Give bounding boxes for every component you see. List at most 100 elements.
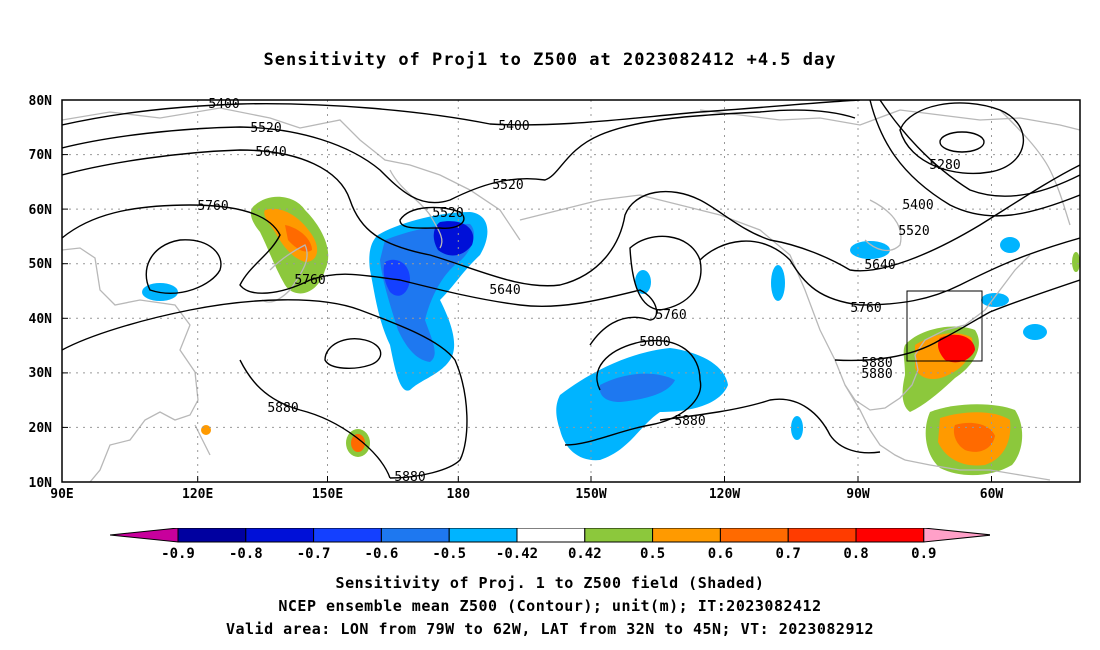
colorbar-swatch <box>719 528 789 543</box>
lon-tick-label: 120W <box>709 487 740 502</box>
colorbar-swatches <box>110 528 990 543</box>
contour-5400 <box>62 100 861 126</box>
negative-anomaly-north-pacific-core <box>433 221 474 256</box>
negative-anomaly-north-pacific-core2 <box>383 259 410 296</box>
caption-valid-area: Valid area: LON from 79W to 62W, LAT fro… <box>225 620 875 638</box>
positive-anomaly-west-pacific-core <box>351 434 365 452</box>
contour-label: 5520 <box>250 121 281 136</box>
contour-5280 <box>899 102 1025 175</box>
contour-5520-loop <box>399 206 465 229</box>
contour-label: 5880 <box>639 335 670 350</box>
coastline-south-america <box>904 459 1051 481</box>
negative-anomaly-east-pacific-core <box>599 373 675 402</box>
colorbar-swatch <box>652 528 721 543</box>
contour-label: 5520 <box>432 206 463 221</box>
contour-label: 5880 <box>267 401 298 416</box>
lat-tick-label: 10N <box>29 476 53 491</box>
lon-tick-label: 60W <box>980 487 1004 502</box>
positive-anomaly-east-edge <box>1072 252 1080 272</box>
contour-label: 5640 <box>864 258 895 273</box>
negative-anomaly-mexico <box>791 416 803 440</box>
coastline-siberia <box>62 107 521 241</box>
contour-5880 <box>62 299 468 479</box>
colorbar-label: 0.6 <box>708 546 733 562</box>
contour-5760-north-america <box>699 237 1080 306</box>
colorbar-label: 0.7 <box>776 546 801 562</box>
contour-5400-north <box>879 100 1080 197</box>
negative-anomaly-labrador <box>1000 237 1020 253</box>
z500-contours <box>62 100 1080 479</box>
colorbar-swatch <box>516 528 586 543</box>
colorbar-swatch <box>584 528 654 543</box>
caption-shading: Sensitivity of Proj. 1 to Z500 field (Sh… <box>335 574 765 592</box>
colorbar-label: -0.6 <box>365 546 399 562</box>
negative-anomaly-nova-scotia <box>981 293 1009 307</box>
colorbar-swatch <box>380 528 450 543</box>
contour-5280-inner <box>939 131 985 153</box>
contour-label: 5880 <box>861 367 892 382</box>
colorbar-swatch <box>177 528 247 543</box>
lon-tick-label: 180 <box>447 487 471 502</box>
plot-title: Sensitivity of Proj1 to Z500 at 20230824… <box>263 50 837 70</box>
coastline-greenland <box>999 109 1071 226</box>
coastline-arctic-canada <box>699 109 1080 131</box>
coastline-hudson-bay <box>864 199 902 252</box>
valid-area-box <box>906 290 983 362</box>
colorbar-over-triangle <box>923 528 990 543</box>
colorbar-label: -0.9 <box>161 546 195 562</box>
contour-5880-east <box>564 339 702 446</box>
lat-tick-label: 60N <box>29 203 53 218</box>
colorbar-label: 0.8 <box>843 546 868 562</box>
grid-lines <box>62 100 1080 482</box>
lon-axis-labels: 90E 120E 150E 180 150W 120W 90W 60W <box>50 487 1003 502</box>
contour-label: 5640 <box>489 283 520 298</box>
colorbar-labels: -0.9 -0.8 -0.7 -0.6 -0.5 -0.42 0.42 0.5 0.6 0.7 0.… <box>161 546 936 562</box>
contour-5520 <box>62 109 856 204</box>
contour-label: 5520 <box>898 224 929 239</box>
colorbar-swatch <box>787 528 857 543</box>
contour-label: 5280 <box>929 158 960 173</box>
lon-tick-label: 150W <box>575 487 606 502</box>
negative-anomaly-canada <box>850 241 890 259</box>
lat-tick-label: 30N <box>29 366 53 381</box>
colorbar-label: 0.5 <box>640 546 665 562</box>
positive-anomaly-caribbean-core <box>953 422 995 452</box>
lat-tick-label: 50N <box>29 257 53 272</box>
negative-anomaly-small-mid <box>635 270 651 294</box>
colorbar-label: -0.42 <box>496 546 538 562</box>
plot-frame <box>61 99 1081 483</box>
colorbar-swatch <box>855 528 925 543</box>
contour-label: 5400 <box>498 119 529 134</box>
contour-5880-high <box>324 338 382 369</box>
contour-5880-atlantic <box>834 279 1080 362</box>
contour-5640-west <box>145 239 222 294</box>
colorbar-swatch <box>245 528 315 543</box>
positive-anomaly-philippines <box>201 425 211 435</box>
colorbar-label: 0.42 <box>568 546 602 562</box>
lon-tick-label: 90W <box>846 487 870 502</box>
colorbar-label: -0.7 <box>297 546 331 562</box>
contour-5880-south <box>239 359 391 479</box>
lat-axis-labels: 80N 70N 60N 50N 40N 30N 20N 10N <box>29 94 53 491</box>
contour-5640 <box>62 149 1080 287</box>
coastline-kamchatka <box>389 169 443 249</box>
contour-label: 5400 <box>902 198 933 213</box>
colorbar-swatch <box>313 528 382 543</box>
lat-tick-label: 20N <box>29 421 53 436</box>
contour-5880-gulf <box>659 398 881 454</box>
colorbar-swatch <box>448 528 518 543</box>
lat-tick-label: 80N <box>29 94 53 109</box>
sensitivity-shading <box>142 196 1080 476</box>
colorbar: -0.9 -0.8 -0.7 -0.6 -0.5 -0.42 0.42 0.5 0.6 0.7 0.… <box>110 528 990 562</box>
colorbar-label: 0.9 <box>911 546 936 562</box>
caption-contour: NCEP ensemble mean Z500 (Contour); unit(… <box>278 597 822 615</box>
contour-5760-pacific <box>629 235 702 311</box>
colorbar-under-triangle <box>110 528 179 543</box>
colorbar-label: -0.5 <box>432 546 466 562</box>
colorbar-label: -0.8 <box>229 546 263 562</box>
coastline-asia <box>62 247 199 482</box>
contour-label: 5760 <box>850 301 881 316</box>
contour-label: 5520 <box>492 178 523 193</box>
contour-5760 <box>62 204 658 346</box>
lat-tick-label: 40N <box>29 312 53 327</box>
